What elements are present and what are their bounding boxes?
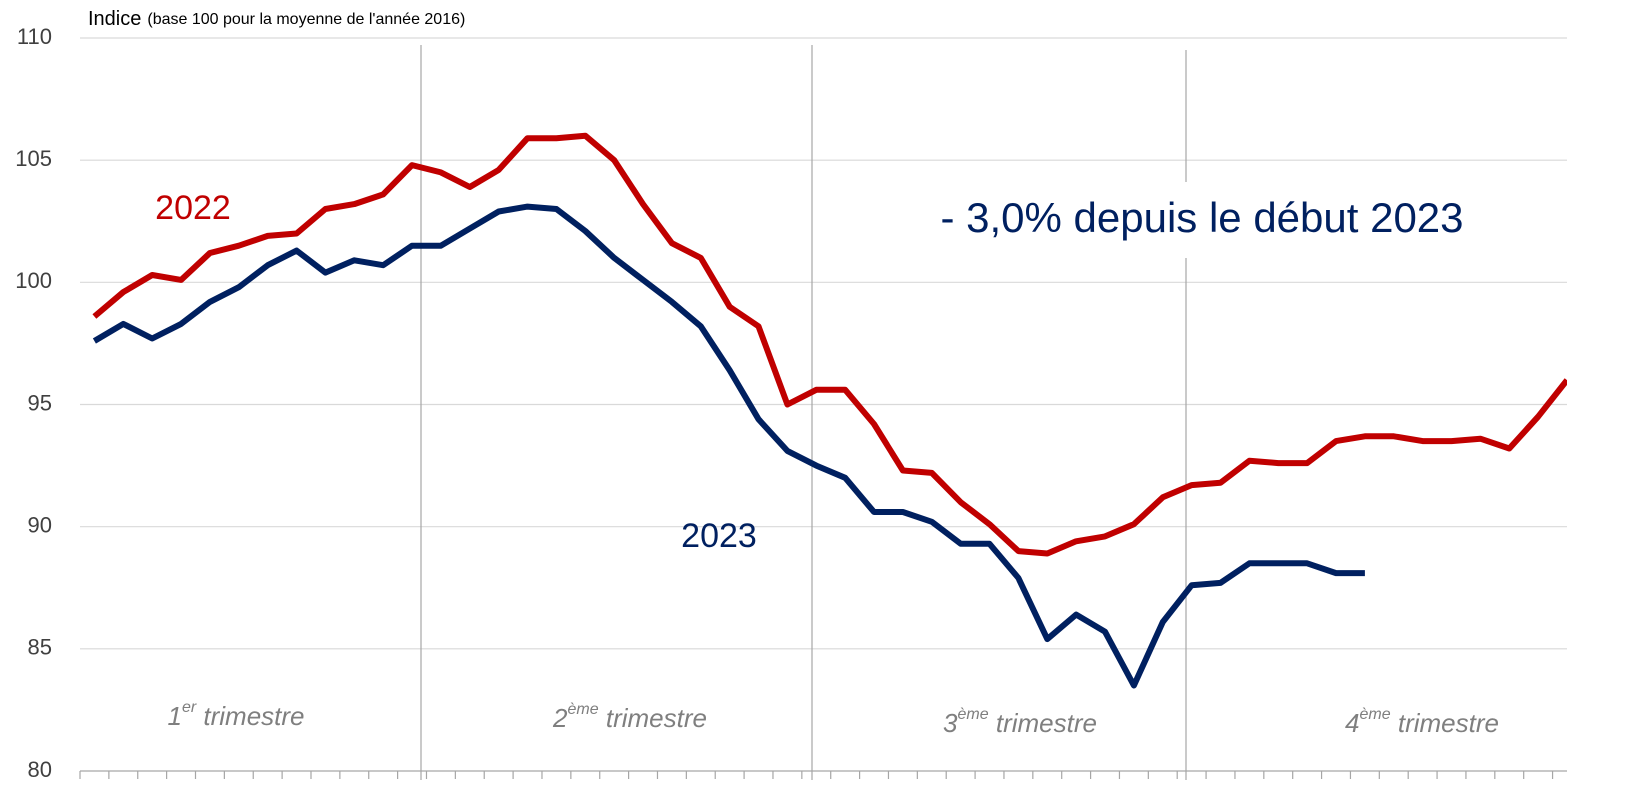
series-label: 2022 xyxy=(155,189,231,227)
annotation: - 3,0% depuis le début 2023 xyxy=(940,194,1463,241)
grid xyxy=(79,37,1567,779)
series-label: 2023 xyxy=(681,517,757,555)
quarter-labels: 1er trimestre 2ème trimestre 3ème trimestr… xyxy=(167,699,1498,738)
quarter-text: trimestre xyxy=(599,703,707,733)
quarter-suffix: er xyxy=(182,699,197,716)
quarter-suffix: ème xyxy=(1360,706,1391,723)
quarter-label: 2ème trimestre xyxy=(552,701,707,733)
series-line xyxy=(92,132,1567,557)
title: Indice xyxy=(88,8,141,30)
quarter-number: 1 xyxy=(167,701,181,731)
quarter-label: 4ème trimestre xyxy=(1345,706,1499,738)
quarter-number: 2 xyxy=(552,703,568,733)
quarter-text: trimestre xyxy=(989,708,1097,738)
y-tick-label: 100 xyxy=(15,268,52,293)
quarter-label: 1er trimestre xyxy=(167,699,304,731)
y-tick-label: 90 xyxy=(28,512,52,537)
series-line xyxy=(92,203,1365,689)
y-tick-label: 105 xyxy=(15,146,52,171)
y-tick-label: 85 xyxy=(28,635,52,660)
subtitle: (base 100 pour la moyenne de l'année 201… xyxy=(147,11,465,28)
quarter-label: 3ème trimestre xyxy=(943,706,1097,738)
y-tick-label: 110 xyxy=(17,24,52,49)
quarter-text: trimestre xyxy=(1391,708,1499,738)
y-tick-label: 80 xyxy=(28,757,52,782)
quarter-suffix: ème xyxy=(958,706,989,723)
quarter-number: 3 xyxy=(943,708,958,738)
quarter-suffix: ème xyxy=(568,701,599,718)
quarter-number: 4 xyxy=(1345,708,1359,738)
chart-title: Indice (base 100 pour la moyenne de l'ann… xyxy=(88,8,465,30)
y-tick-label: 95 xyxy=(28,390,52,415)
quarter-text: trimestre xyxy=(196,701,304,731)
plot-area xyxy=(92,132,1567,689)
